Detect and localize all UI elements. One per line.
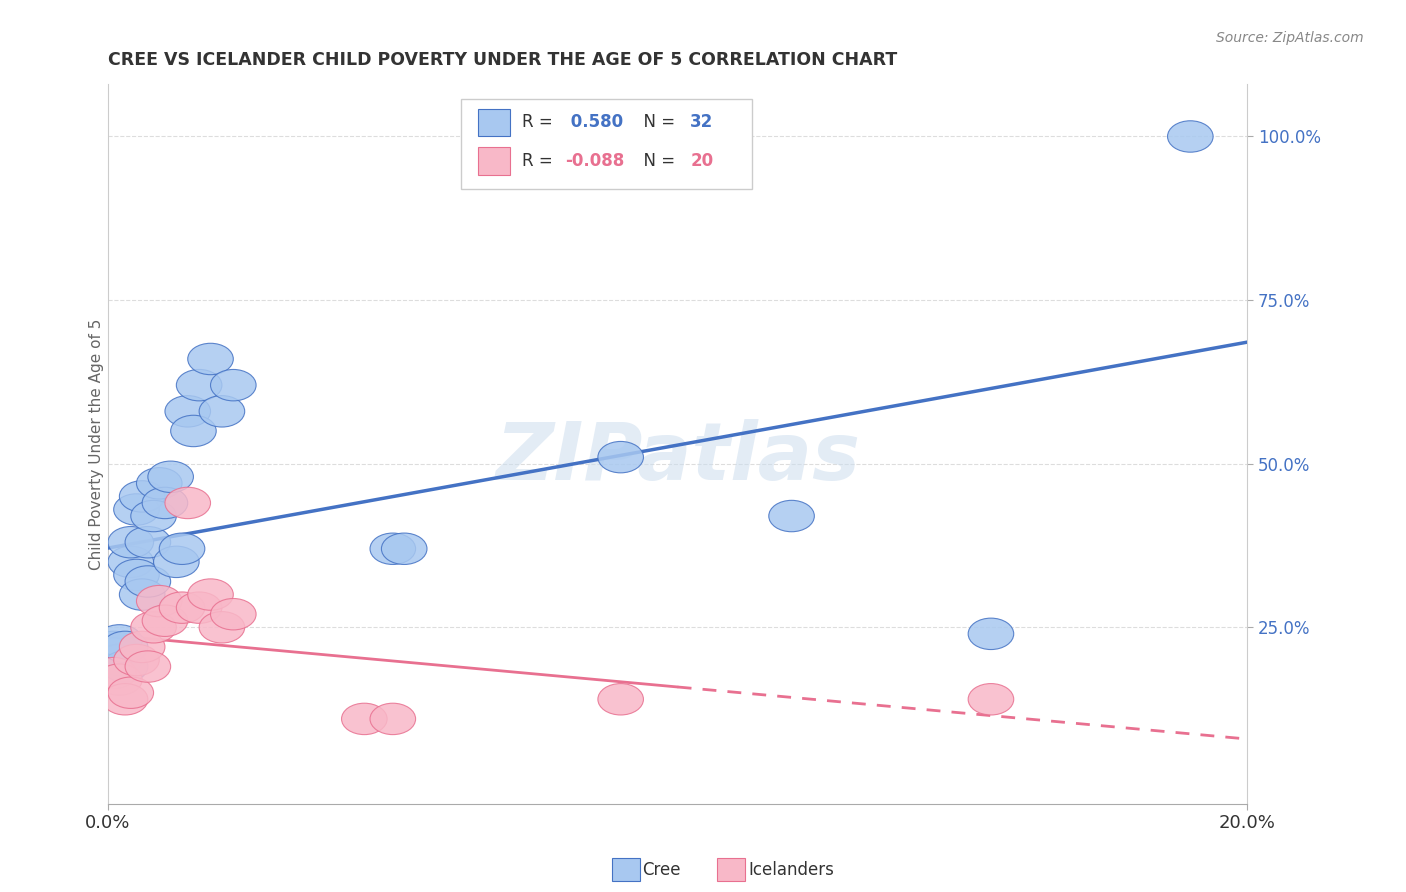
Ellipse shape (159, 533, 205, 565)
Text: 0.580: 0.580 (565, 113, 623, 131)
Ellipse shape (370, 533, 416, 565)
Ellipse shape (114, 644, 159, 676)
Ellipse shape (176, 369, 222, 401)
Text: R =: R = (522, 113, 558, 131)
Ellipse shape (120, 579, 165, 610)
Ellipse shape (91, 632, 136, 663)
Ellipse shape (1167, 120, 1213, 153)
Ellipse shape (211, 599, 256, 630)
Ellipse shape (153, 546, 200, 577)
Ellipse shape (142, 487, 188, 518)
Ellipse shape (91, 657, 136, 689)
Ellipse shape (97, 664, 142, 696)
Text: R =: R = (522, 153, 558, 170)
Ellipse shape (188, 579, 233, 610)
Ellipse shape (91, 638, 136, 669)
Ellipse shape (97, 644, 142, 676)
FancyBboxPatch shape (478, 147, 510, 175)
Ellipse shape (142, 605, 188, 637)
Ellipse shape (148, 461, 194, 492)
Ellipse shape (103, 632, 148, 663)
Ellipse shape (969, 618, 1014, 649)
Ellipse shape (125, 566, 170, 597)
Text: Cree: Cree (643, 861, 681, 879)
Text: ZIPatlas: ZIPatlas (495, 419, 860, 498)
Ellipse shape (120, 632, 165, 663)
Text: -0.088: -0.088 (565, 153, 624, 170)
Ellipse shape (136, 585, 181, 617)
Ellipse shape (969, 683, 1014, 715)
Text: 20: 20 (690, 153, 713, 170)
Ellipse shape (159, 592, 205, 624)
Ellipse shape (188, 343, 233, 375)
Ellipse shape (114, 494, 159, 525)
Ellipse shape (769, 500, 814, 532)
Ellipse shape (131, 500, 176, 532)
FancyBboxPatch shape (461, 98, 752, 188)
Ellipse shape (598, 683, 644, 715)
Text: Icelanders: Icelanders (748, 861, 834, 879)
Ellipse shape (211, 369, 256, 401)
Ellipse shape (125, 651, 170, 682)
Ellipse shape (114, 559, 159, 591)
Ellipse shape (598, 442, 644, 473)
Ellipse shape (165, 396, 211, 427)
Ellipse shape (381, 533, 427, 565)
Ellipse shape (108, 546, 153, 577)
Text: N =: N = (633, 113, 681, 131)
Ellipse shape (120, 481, 165, 512)
Ellipse shape (103, 683, 148, 715)
Ellipse shape (131, 612, 176, 643)
Text: N =: N = (633, 153, 681, 170)
Ellipse shape (97, 624, 142, 657)
Ellipse shape (103, 651, 148, 682)
Y-axis label: Child Poverty Under the Age of 5: Child Poverty Under the Age of 5 (90, 318, 104, 570)
Ellipse shape (108, 526, 153, 558)
Ellipse shape (170, 416, 217, 447)
FancyBboxPatch shape (478, 109, 510, 136)
Text: Source: ZipAtlas.com: Source: ZipAtlas.com (1216, 31, 1364, 45)
Text: CREE VS ICELANDER CHILD POVERTY UNDER THE AGE OF 5 CORRELATION CHART: CREE VS ICELANDER CHILD POVERTY UNDER TH… (108, 51, 897, 69)
Text: 32: 32 (690, 113, 713, 131)
Ellipse shape (200, 396, 245, 427)
Ellipse shape (165, 487, 211, 518)
Ellipse shape (176, 592, 222, 624)
Ellipse shape (200, 612, 245, 643)
Ellipse shape (342, 703, 387, 735)
Ellipse shape (136, 467, 181, 499)
Ellipse shape (125, 526, 170, 558)
Ellipse shape (370, 703, 416, 735)
Ellipse shape (108, 677, 153, 708)
